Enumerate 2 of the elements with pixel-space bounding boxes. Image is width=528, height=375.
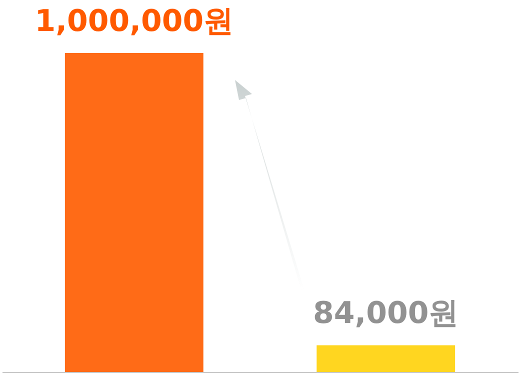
data-label: 84,000원 xyxy=(312,296,459,332)
data-label: 1,000,000원 xyxy=(34,4,234,39)
